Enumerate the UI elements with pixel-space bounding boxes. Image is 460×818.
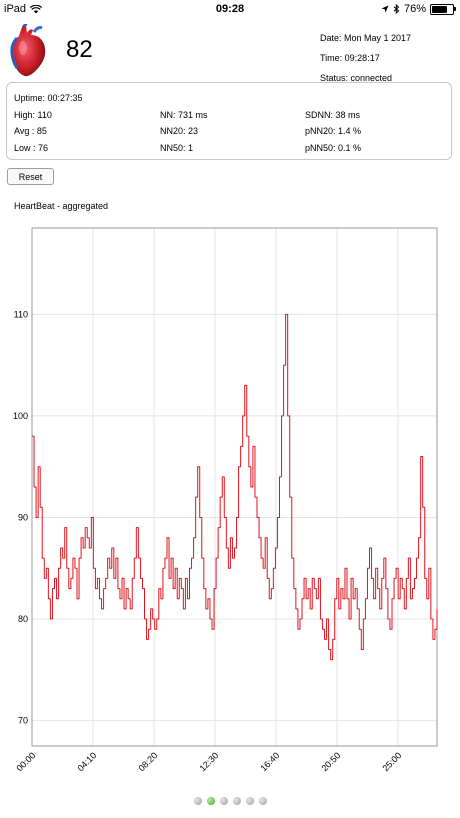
- battery-fill: [432, 5, 448, 13]
- uptime-label: Uptime: 00:27:35: [14, 93, 83, 103]
- nn50-label: NN50: 1: [160, 143, 194, 153]
- date-label: Date: Mon May 1 2017: [320, 33, 412, 43]
- low-label: Low : 76: [14, 143, 49, 153]
- clock: 09:28: [215, 3, 245, 15]
- status-left: iPad: [4, 3, 43, 15]
- status-label: Status: connected: [320, 73, 393, 83]
- stats-panel: Uptime: 00:27:35 High: 110 Avg : 85 Low …: [6, 82, 452, 160]
- x-tick-label: 12:30: [197, 750, 220, 773]
- heartbeat-chart: 70 80 90 100 110 00:00 04:10 08:20 12:30 16:40 20:…: [13, 227, 438, 773]
- x-tick-label: 04:10: [75, 750, 98, 773]
- status-right: 76%: [381, 3, 456, 15]
- time-label: Time: 09:28:17: [320, 53, 380, 63]
- page-dot[interactable]: [258, 797, 267, 805]
- location-arrow-icon: [381, 5, 389, 13]
- chart-title: HeartBeat - aggregated: [14, 201, 109, 211]
- x-tick-label: 08:20: [136, 750, 159, 773]
- wifi-icon: [30, 4, 43, 13]
- pnn50-label: pNN50: 0.1 %: [305, 143, 362, 153]
- page-dot[interactable]: [219, 797, 228, 805]
- y-tick-label: 70: [18, 716, 28, 726]
- nn-label: NN: 731 ms: [160, 110, 208, 120]
- nn20-label: NN20: 23: [160, 126, 199, 136]
- x-tick-label: 16:40: [258, 750, 281, 773]
- high-label: High: 110: [14, 110, 52, 120]
- avg-label: Avg : 85: [14, 126, 47, 136]
- connection-info: Date: Mon May 1 2017 Time: 09:28:17 Stat…: [320, 28, 411, 88]
- y-tick-label: 90: [18, 512, 28, 522]
- status-bar: iPad 09:28 76%: [0, 0, 460, 18]
- bluetooth-icon: [393, 4, 400, 14]
- heart-icon: [10, 24, 46, 77]
- battery-percent: 76%: [403, 3, 426, 15]
- plot-frame: [31, 227, 438, 747]
- heart-rate-value: 82: [66, 36, 93, 63]
- page-dot[interactable]: [245, 797, 254, 805]
- y-tick-label: 80: [18, 614, 28, 624]
- page-dot[interactable]: [206, 797, 215, 805]
- page-indicator[interactable]: [0, 797, 460, 805]
- sdnn-label: SDNN: 38 ms: [305, 110, 361, 120]
- x-tick-label: 20:50: [319, 750, 342, 773]
- pnn20-label: pNN20: 1.4 %: [305, 126, 362, 136]
- y-tick-label: 100: [13, 411, 28, 421]
- x-tick-label: 25:00: [380, 750, 403, 773]
- battery-icon: [430, 3, 456, 15]
- device-name: iPad: [4, 3, 27, 15]
- y-tick-label: 110: [14, 309, 28, 319]
- reset-button[interactable]: Reset: [7, 168, 54, 185]
- x-tick-label: 00:00: [14, 750, 37, 773]
- heartbeat-series-line: [32, 313, 438, 661]
- page-dot[interactable]: [193, 797, 202, 805]
- page-dot[interactable]: [232, 797, 241, 805]
